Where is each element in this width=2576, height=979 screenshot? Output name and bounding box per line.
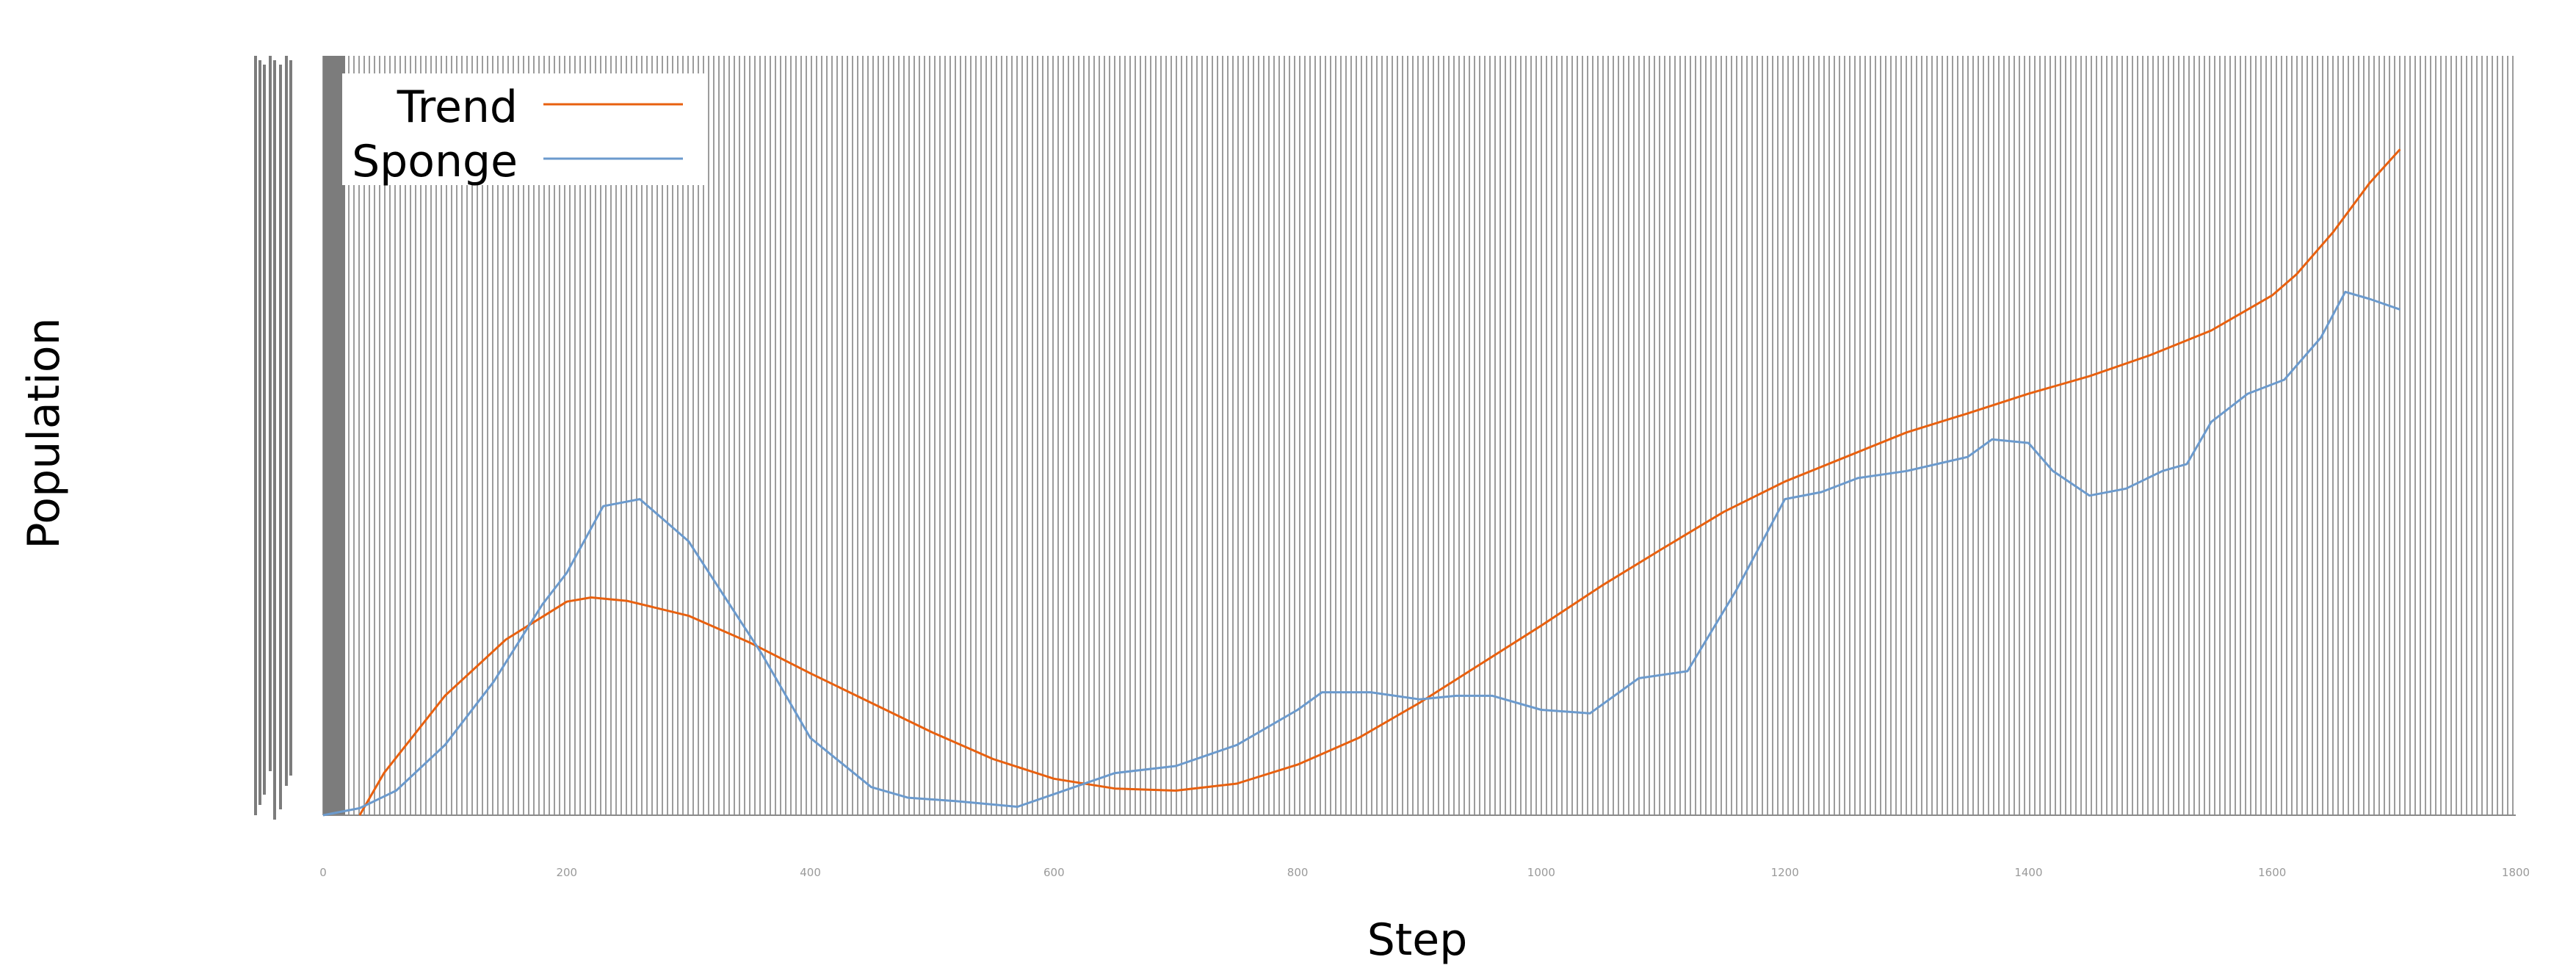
x-tick-label: 400 xyxy=(800,866,821,879)
left-axis-bar xyxy=(258,60,261,805)
left-axis-bar xyxy=(279,65,282,809)
legend-label-trend: Trend xyxy=(397,82,518,133)
left-axis-bar xyxy=(269,56,272,771)
x-tick-label: 800 xyxy=(1287,866,1309,879)
x-tick-label: 600 xyxy=(1043,866,1065,879)
series-line-sponge xyxy=(322,290,2400,817)
legend-box xyxy=(342,73,706,185)
legend-label-sponge: Sponge xyxy=(352,136,518,187)
x-tick-label: 200 xyxy=(556,866,577,879)
x-tick-label: 1800 xyxy=(2502,866,2530,879)
left-band xyxy=(323,56,345,815)
gridlines xyxy=(322,56,2516,816)
left-axis-bar xyxy=(273,60,276,820)
x-tick-label: 1000 xyxy=(1527,866,1555,879)
x-tick-label: 1200 xyxy=(1771,866,1799,879)
series-layer xyxy=(322,148,2401,817)
x-tick-label: 1600 xyxy=(2258,866,2286,879)
left-axis-bar xyxy=(285,56,288,786)
x-tick-label: 0 xyxy=(319,866,327,879)
legend: Trend Sponge xyxy=(342,73,706,187)
left-axis-bar xyxy=(263,65,266,795)
y-axis-title: Population xyxy=(18,317,70,549)
x-tick-label: 1400 xyxy=(2014,866,2042,879)
left-axis-bar xyxy=(254,56,257,815)
left-axis-bar xyxy=(289,60,292,776)
x-axis-title: Step xyxy=(1367,914,1468,966)
x-tick-labels: 0 200 400 600 800 1000 1200 1400 1600 1800 xyxy=(319,866,2530,879)
series-line-trend xyxy=(358,148,2401,816)
left-axis-artifacts xyxy=(254,56,292,820)
